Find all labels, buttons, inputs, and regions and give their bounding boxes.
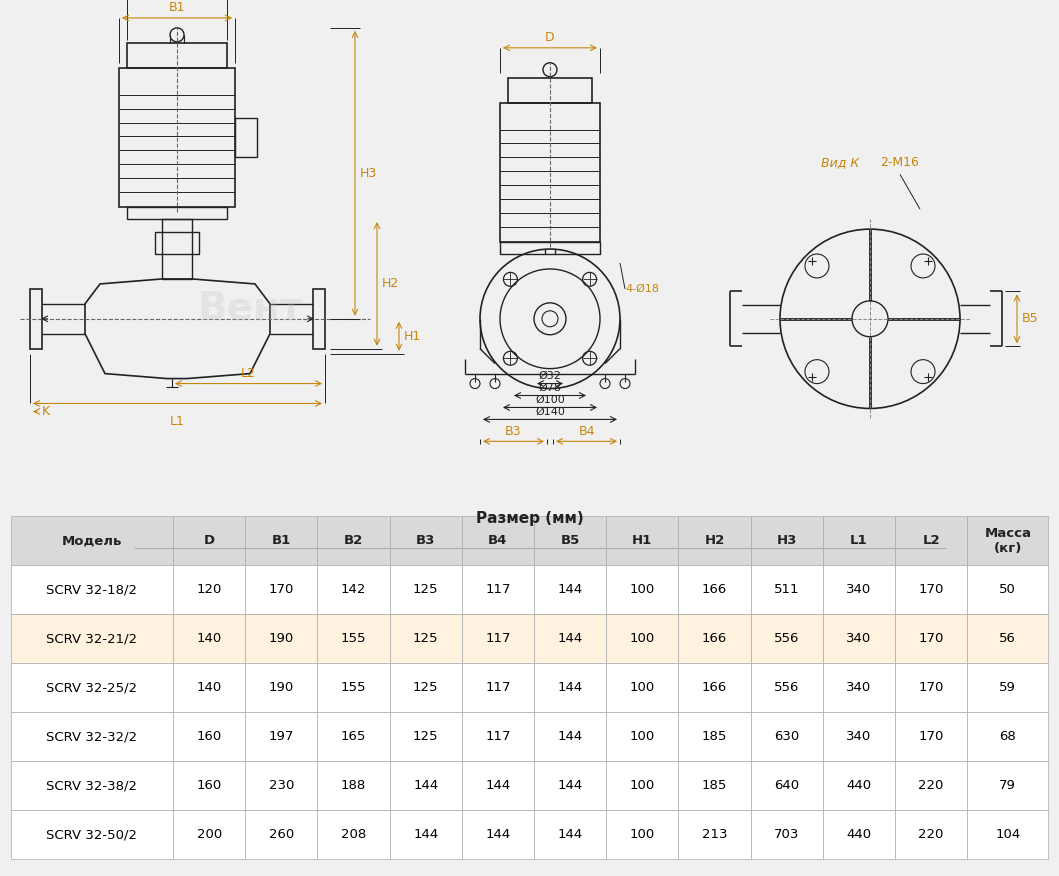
Text: H3: H3 (360, 166, 377, 180)
Bar (127, 43, 227, 67)
Bar (127, 208, 227, 219)
Text: Размер (мм): Размер (мм) (475, 511, 584, 526)
Text: Ø78: Ø78 (538, 383, 561, 392)
Bar (500, 242, 600, 254)
Text: Ø32: Ø32 (539, 371, 561, 380)
Bar (508, 78, 592, 102)
Text: K: K (42, 405, 50, 418)
Text: Ø100: Ø100 (535, 394, 564, 405)
Text: L2: L2 (241, 366, 256, 379)
Text: H2: H2 (382, 278, 399, 291)
Text: L1: L1 (170, 415, 185, 428)
Text: Вент: Вент (197, 290, 303, 328)
Bar (162, 219, 192, 279)
Text: B1: B1 (168, 1, 185, 14)
Bar (119, 67, 235, 208)
Bar (30, 289, 42, 349)
Text: B4: B4 (578, 426, 595, 438)
Text: D: D (545, 31, 555, 44)
Text: Вид К: Вид К (821, 156, 859, 169)
Text: Ø140: Ø140 (535, 406, 564, 416)
Bar (500, 102, 600, 242)
Bar (235, 117, 257, 158)
Text: B3: B3 (505, 426, 522, 438)
Bar (313, 289, 325, 349)
Text: 2-М16: 2-М16 (881, 156, 919, 169)
Text: H1: H1 (403, 329, 421, 343)
Text: 4-Ø18: 4-Ø18 (625, 284, 659, 294)
Bar (155, 232, 199, 254)
Text: B5: B5 (1022, 313, 1039, 325)
